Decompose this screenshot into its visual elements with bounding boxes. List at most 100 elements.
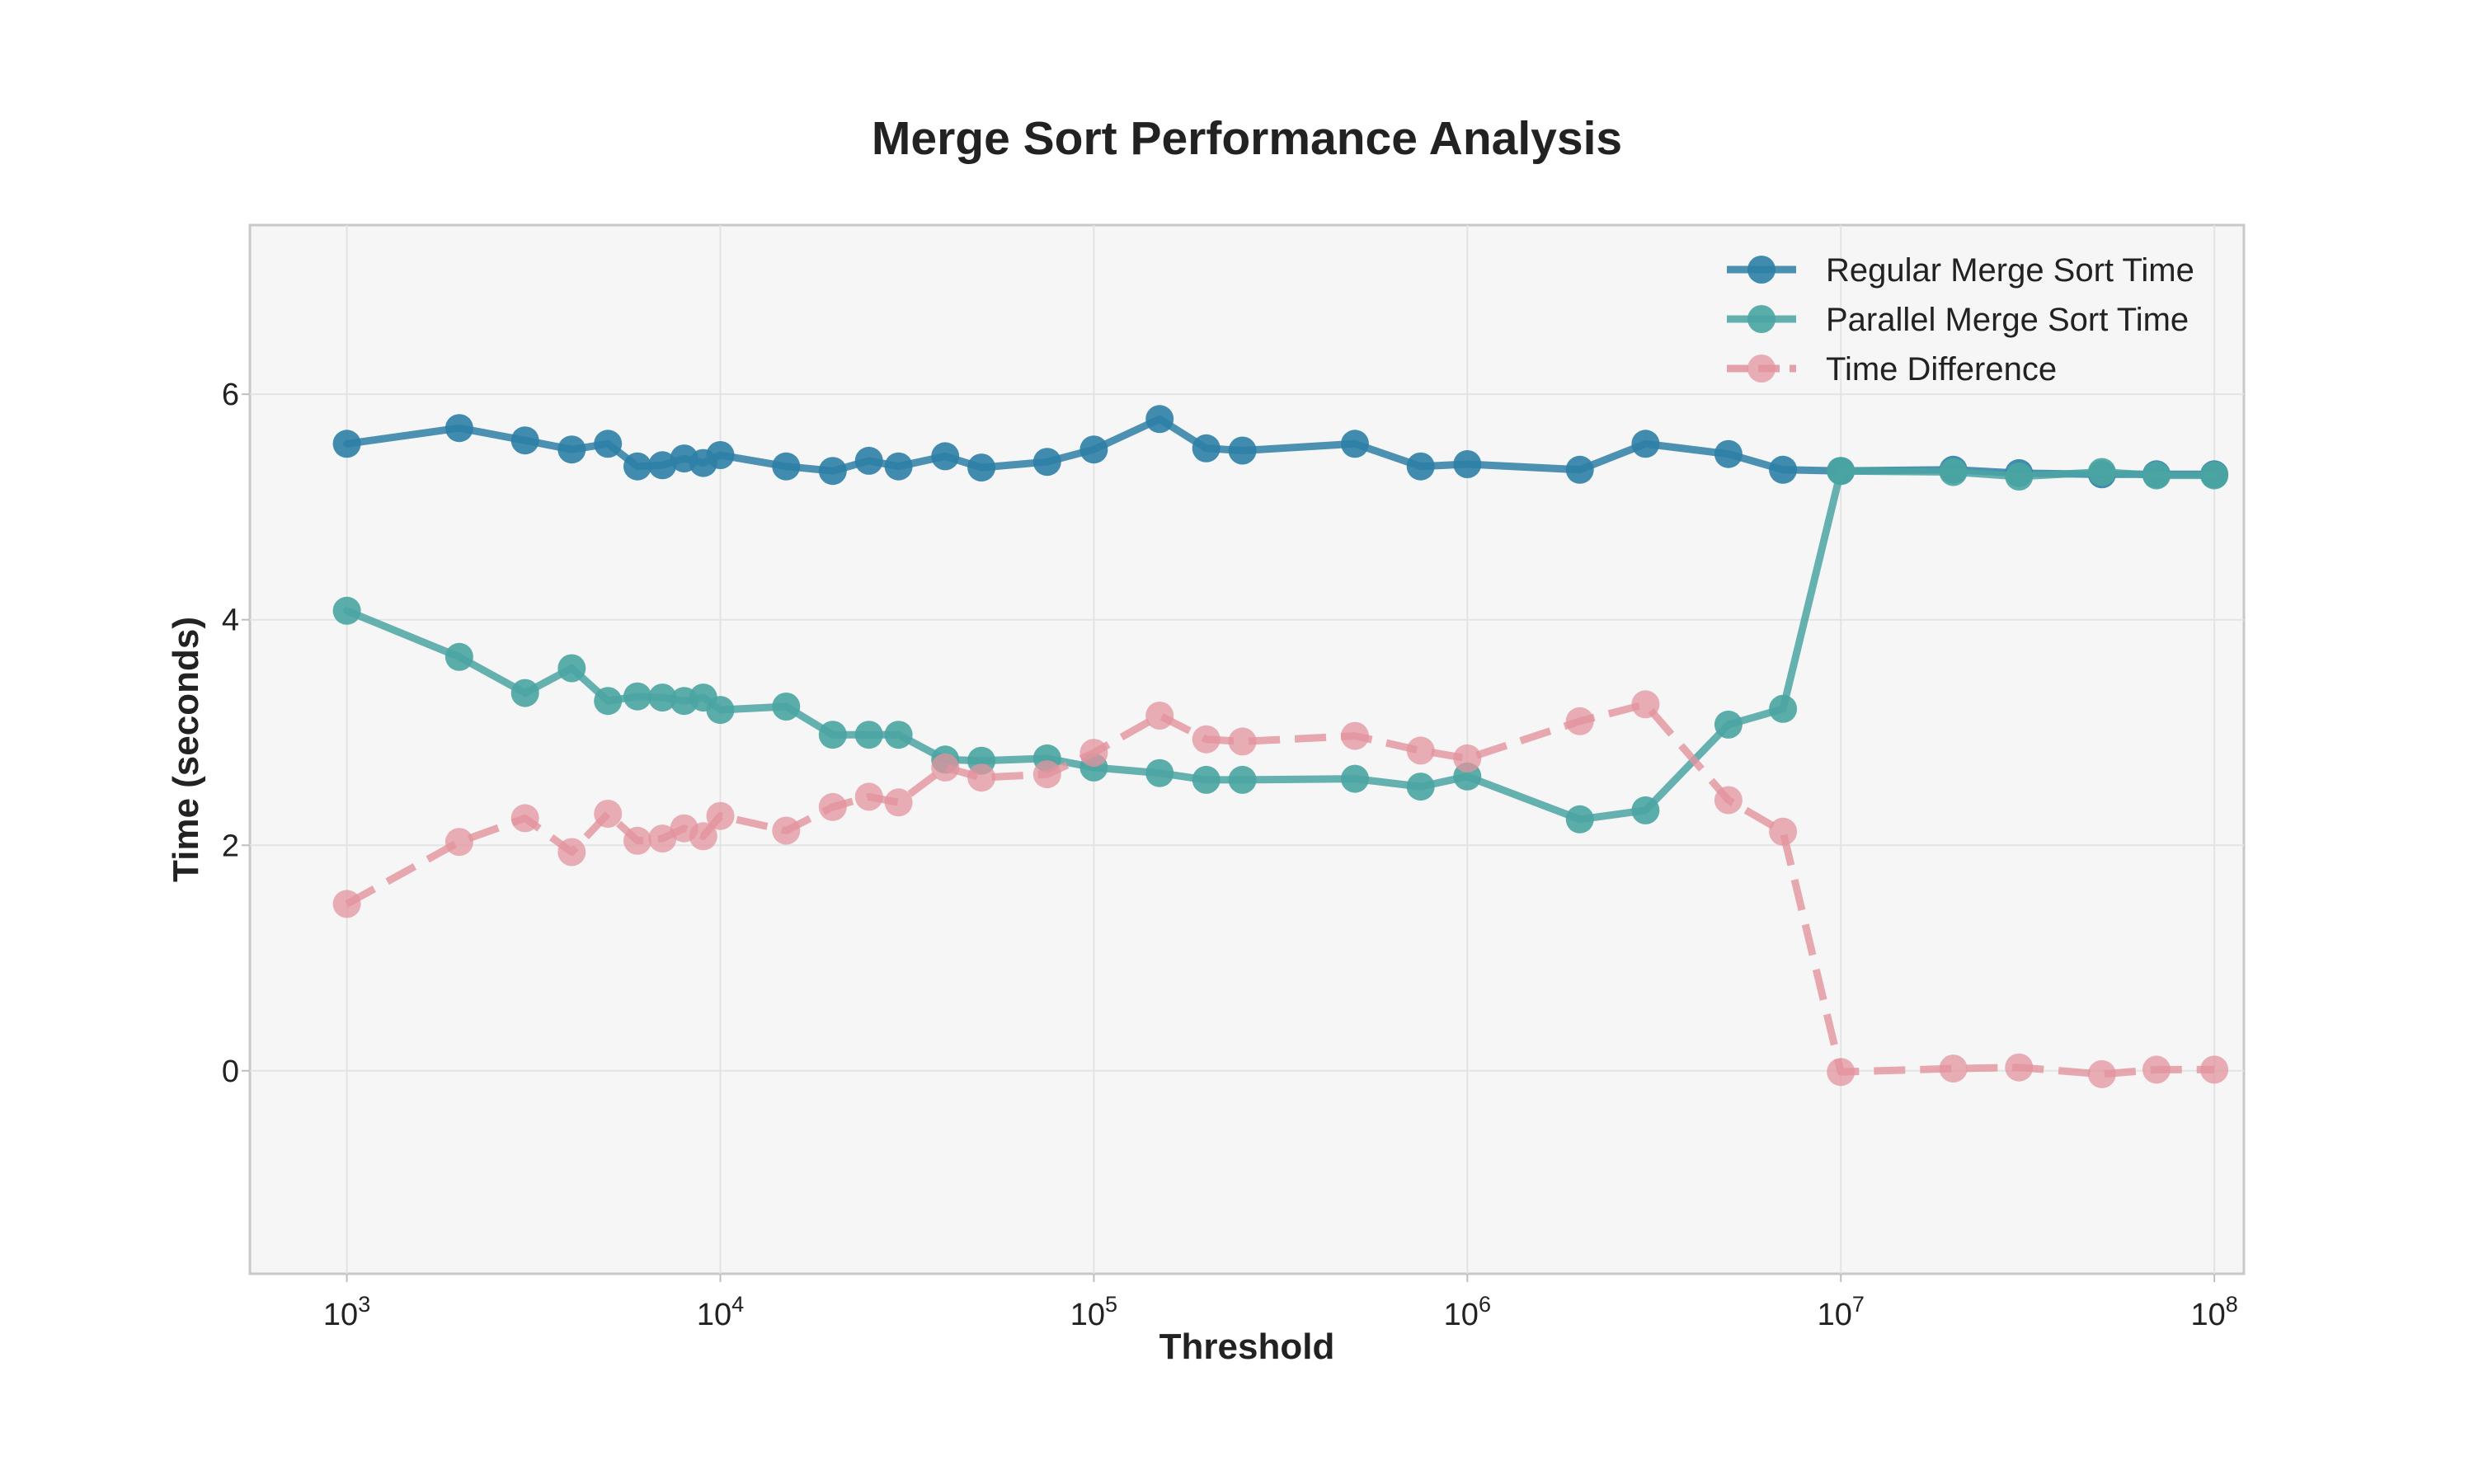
parallel-merge-sort-time-series: [332, 457, 2229, 834]
parallel-merge-sort-time-point: [2005, 463, 2034, 491]
time-difference-series: [332, 690, 2229, 1088]
time-difference-point: [1631, 690, 1660, 719]
regular-merge-sort-time-point: [967, 453, 996, 482]
parallel-merge-sort-time-point: [557, 654, 586, 683]
parallel-merge-sort-time-point: [444, 642, 473, 671]
regular-merge-sort-time-point: [884, 452, 913, 481]
time-difference-point: [1769, 817, 1798, 846]
regular-merge-sort-time-point: [1565, 455, 1594, 484]
regular-merge-sort-time-point: [1145, 405, 1174, 434]
time-difference-point: [2142, 1055, 2171, 1084]
time-difference-point: [557, 838, 586, 866]
parallel-merge-sort-time-point: [1827, 457, 1856, 486]
parallel-merge-sort-time-point: [706, 696, 735, 725]
time-difference-point: [332, 890, 361, 918]
parallel-merge-sort-time-point: [1228, 765, 1257, 794]
parallel-merge-sort-time-point: [1631, 796, 1660, 824]
y-tick-label: 4: [222, 603, 239, 638]
legend-item-regular-merge-sort-time: Regular Merge Sort Time: [1727, 252, 2194, 289]
regular-merge-sort-time-point: [1714, 439, 1743, 468]
time-difference-point: [967, 763, 996, 792]
legend-swatch-marker: [1747, 355, 1776, 383]
x-tick-label: 106: [1444, 1292, 1491, 1332]
parallel-merge-sort-time-point: [1939, 458, 1968, 486]
time-difference-point: [1939, 1054, 1968, 1083]
legend-item-parallel-merge-sort-time: Parallel Merge Sort Time: [1727, 302, 2189, 338]
time-difference-point: [1453, 744, 1482, 773]
time-difference-point: [1406, 736, 1435, 765]
parallel-merge-sort-time-point: [1406, 773, 1435, 801]
series-layer: [332, 405, 2229, 1088]
time-difference-point: [510, 804, 539, 833]
regular-merge-sort-time-point: [557, 435, 586, 464]
parallel-merge-sort-time-point: [332, 596, 361, 625]
parallel-merge-sort-time-point: [772, 693, 801, 721]
time-difference-point: [1341, 721, 1369, 750]
time-difference-point: [594, 800, 623, 828]
regular-merge-sort-time-point: [1341, 430, 1369, 458]
parallel-merge-sort-time-point: [594, 687, 623, 716]
parallel-merge-sort-time-point: [854, 721, 883, 749]
time-difference-point: [1192, 725, 1221, 754]
regular-merge-sort-time-point: [1453, 450, 1482, 478]
parallel-merge-sort-time-point: [2142, 461, 2171, 490]
grid-lines: [250, 225, 2244, 1274]
y-axis-label: Time (seconds): [166, 617, 206, 882]
time-difference-point: [1228, 727, 1257, 756]
regular-merge-sort-time-point: [1769, 455, 1798, 484]
time-difference-point: [854, 782, 883, 811]
time-difference-point: [706, 801, 735, 830]
time-difference-line: [345, 700, 2215, 1078]
regular-merge-sort-time-point: [931, 442, 960, 471]
time-difference-point: [1032, 760, 1061, 789]
regular-merge-sort-time-point: [510, 426, 539, 455]
x-tick-label: 108: [2190, 1292, 2237, 1332]
time-difference-point: [2087, 1059, 2116, 1088]
regular-merge-sort-time-point: [772, 452, 801, 481]
legend-swatch-marker: [1747, 305, 1776, 333]
regular-merge-sort-time-point: [818, 457, 847, 486]
regular-merge-sort-time-point: [444, 414, 473, 443]
time-difference-point: [1714, 786, 1743, 815]
parallel-merge-sort-time-point: [1192, 765, 1221, 794]
regular-merge-sort-time-point: [623, 452, 651, 481]
chart-title: Merge Sort Performance Analysis: [872, 112, 1622, 165]
legend-label: Regular Merge Sort Time: [1826, 252, 2194, 289]
time-difference-point: [623, 826, 651, 855]
regular-merge-sort-time-point: [1406, 452, 1435, 481]
time-difference-point: [1145, 702, 1174, 730]
time-difference-point: [884, 788, 913, 817]
legend-item-time-difference: Time Difference: [1727, 351, 2057, 387]
time-difference-point: [1079, 739, 1108, 768]
x-tick-label: 104: [697, 1292, 744, 1332]
parallel-merge-sort-time-point: [1341, 764, 1369, 793]
parallel-merge-sort-time-point: [1565, 805, 1594, 834]
parallel-merge-sort-time-point: [818, 721, 847, 749]
parallel-merge-sort-time-point: [623, 682, 651, 711]
x-axis-label: Threshold: [1159, 1327, 1335, 1367]
legend-swatch-marker: [1747, 256, 1776, 284]
y-tick-label: 6: [222, 378, 239, 412]
regular-merge-sort-time-point: [648, 451, 677, 480]
parallel-merge-sort-time-point: [2200, 461, 2229, 490]
x-tick-label: 103: [323, 1292, 370, 1332]
regular-merge-sort-time-point: [594, 430, 623, 458]
parallel-merge-sort-time-point: [1145, 758, 1174, 787]
legend-label: Time Difference: [1826, 351, 2057, 387]
regular-merge-sort-time-point: [854, 446, 883, 475]
time-difference-point: [648, 824, 677, 853]
time-difference-point: [772, 816, 801, 845]
time-difference-point: [931, 753, 960, 782]
legend-label: Parallel Merge Sort Time: [1826, 302, 2189, 338]
time-difference-point: [444, 828, 473, 857]
regular-merge-sort-time-point: [1228, 436, 1257, 465]
regular-merge-sort-time-series: [332, 405, 2229, 489]
parallel-merge-sort-time-point: [510, 679, 539, 707]
axis-ticks: 103 104 105 106 107 108 0 2 4 6: [222, 378, 2238, 1332]
regular-merge-sort-time-point: [332, 430, 361, 458]
time-difference-point: [2005, 1053, 2034, 1082]
legend: Regular Merge Sort Time Parallel Merge So…: [1727, 252, 2194, 387]
parallel-merge-sort-time-point: [2087, 458, 2116, 486]
x-tick-label: 105: [1070, 1292, 1117, 1332]
